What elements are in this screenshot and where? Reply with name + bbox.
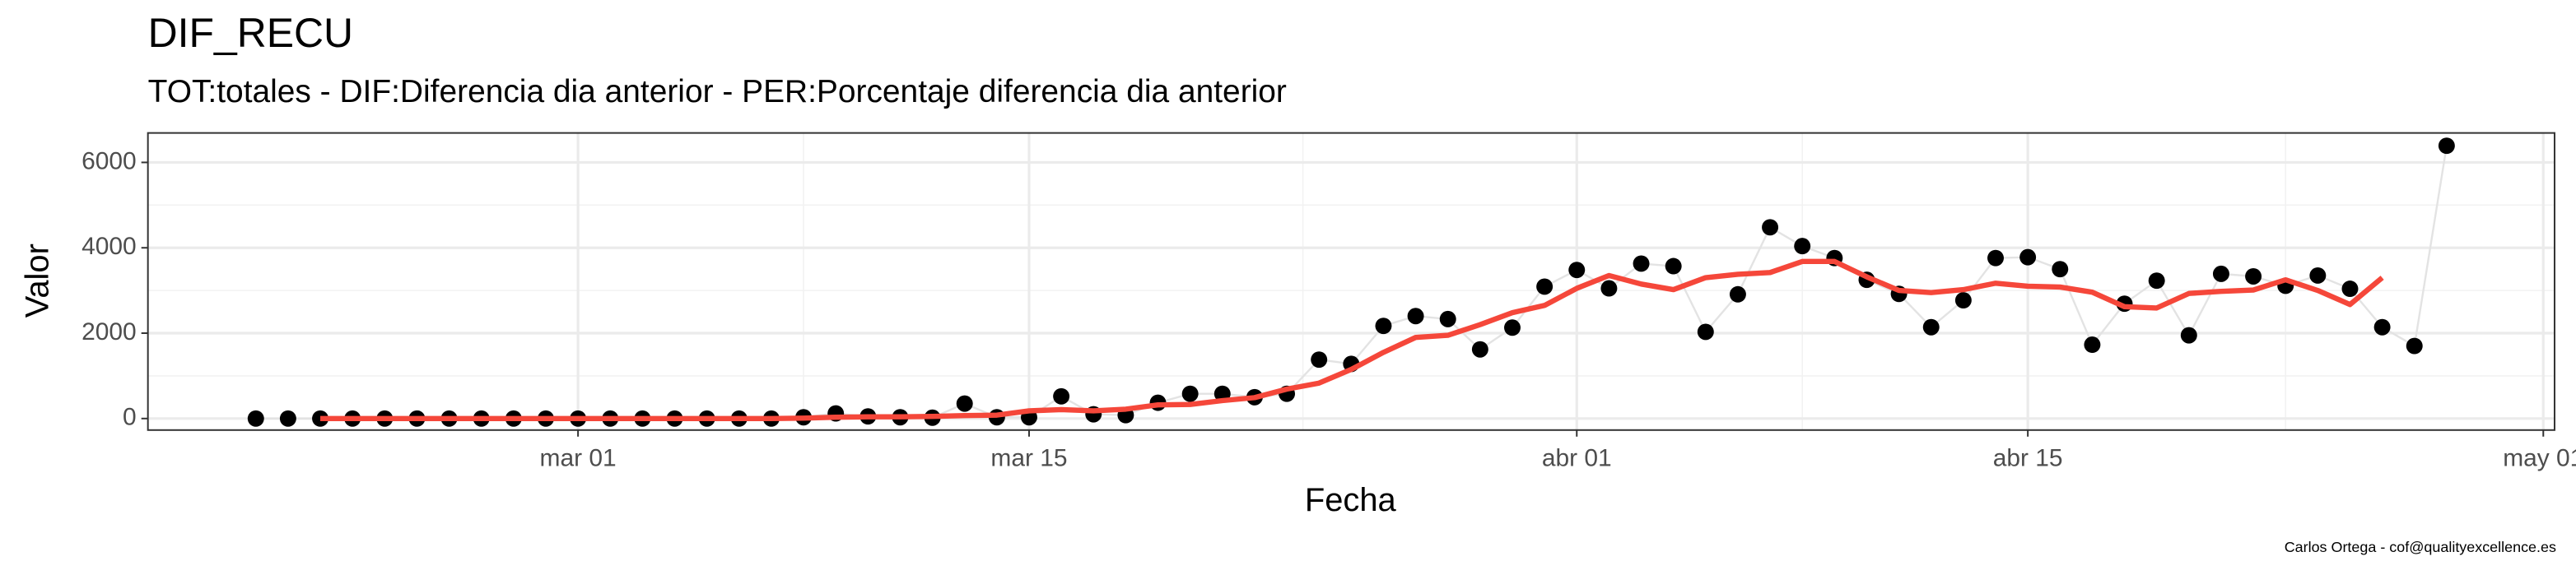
y-tick-label: 6000 [82,147,137,174]
point [1633,255,1650,272]
point [1407,308,1424,325]
point [1665,257,1682,275]
point [2019,248,2037,266]
point [1987,249,2004,267]
point [2406,337,2423,355]
y-tick-label: 2000 [82,318,137,345]
y-axis-title: Valor [20,243,56,318]
point [1181,385,1199,402]
point [2245,268,2262,285]
point [2438,137,2455,155]
point [1600,280,1618,297]
x-tick-label: abr 15 [1993,445,2063,472]
panel-border [147,132,2555,431]
point [1697,323,1714,341]
point [2084,336,2101,353]
point [1504,319,1521,336]
y-tick-label: 4000 [82,233,137,260]
point [2052,261,2069,278]
point [1922,318,1940,336]
point [1762,219,1779,236]
point [1311,351,1328,369]
x-tick-label: mar 01 [540,445,617,472]
point [1729,285,1746,303]
point [1568,262,1586,279]
point [1375,318,1392,335]
x-tick-label: abr 01 [1542,445,1612,472]
y-tick-label: 0 [123,404,137,431]
point [1471,341,1488,358]
point [247,410,264,427]
point [2309,267,2327,284]
point [2373,318,2391,336]
point [1794,238,1811,255]
chart-title: DIF_RECU [148,10,353,56]
point [1954,292,1972,309]
chart-subtitle: TOT:totales - DIF:Diferencia dia anterio… [148,74,1287,109]
x-tick-label: may 01 [2503,445,2576,472]
point [1053,387,1070,405]
point [956,395,973,412]
point [2180,327,2197,344]
point [1439,310,1456,327]
point [2148,272,2165,290]
point [2212,265,2229,282]
x-tick-label: mar 15 [990,445,1067,472]
caption: Carlos Ortega - cof@qualityexcellence.es [2285,539,2556,555]
x-axis-title: Fecha [1305,482,1397,518]
line [320,258,2384,421]
point [1536,278,1554,295]
point [279,410,296,427]
point [2341,281,2359,298]
